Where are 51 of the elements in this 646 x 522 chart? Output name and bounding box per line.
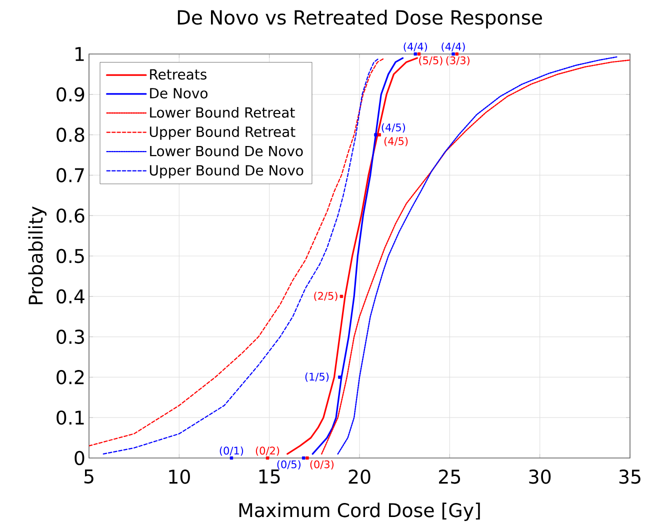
point [452, 52, 455, 56]
legend-label: De Novo [150, 88, 208, 98]
y-tick-label: 0.2 [56, 370, 84, 384]
point [306, 456, 309, 460]
y-tick-label: 0.7 [56, 168, 84, 182]
data-label: (0/5) [277, 460, 300, 470]
data-label: (1/5) [305, 372, 329, 382]
point [378, 133, 381, 136]
legend-label: Retreats [150, 69, 206, 80]
x-tick-label: 35 [619, 470, 640, 484]
x-tick-label: 20 [348, 470, 370, 484]
data-label: (0/2) [256, 446, 280, 456]
point [302, 456, 306, 460]
data-label: (4/4) [404, 42, 428, 52]
data-label: (2/5) [314, 292, 338, 302]
chart-title: De Novo vs Retreated Dose Response [178, 10, 542, 29]
data-label: (0/1) [220, 446, 244, 456]
data-label: (3/3) [446, 56, 470, 66]
point [374, 133, 378, 136]
x-tick-label: 25 [439, 470, 460, 484]
point [455, 52, 458, 56]
y-tick-label: 0.6 [56, 208, 84, 223]
legend-label: Lower Bound De Novo [150, 146, 303, 156]
y-tick-label: 0.1 [56, 410, 84, 425]
y-tick-label: 1 [76, 47, 84, 61]
x-tick-label: 15 [259, 470, 280, 484]
point [340, 294, 344, 298]
data-label: (4/5) [382, 123, 406, 133]
y-tick-label: 0 [74, 450, 84, 466]
data-label: (4/5) [384, 136, 408, 146]
y-tick-label: 0.5 [56, 248, 84, 264]
x-tick-label: 30 [529, 470, 551, 484]
point [230, 456, 234, 460]
data-label: (5/5) [419, 56, 442, 66]
y-tick-label: 0.4 [56, 289, 84, 304]
x-axis-title: Maximum Cord Dose [Gy] [239, 502, 480, 521]
y-tick-label: 0.3 [56, 330, 84, 344]
y-tick-label: 0.9 [56, 87, 84, 102]
point [417, 52, 421, 56]
point [414, 52, 418, 56]
x-tick-label: 5 [84, 470, 94, 484]
x-tick-label: 10 [169, 470, 190, 484]
y-tick-label: 0.8 [56, 128, 84, 142]
data-label: (4/4) [442, 42, 465, 52]
legend-label: Upper Bound De Novo [150, 164, 304, 178]
y-axis-title: Probability [28, 206, 47, 304]
point [338, 376, 342, 379]
point [266, 456, 270, 460]
legend-label: Upper Bound Retreat [150, 126, 296, 140]
legend-label: Lower Bound Retreat [150, 106, 295, 118]
data-label: (0/3) [310, 460, 334, 470]
